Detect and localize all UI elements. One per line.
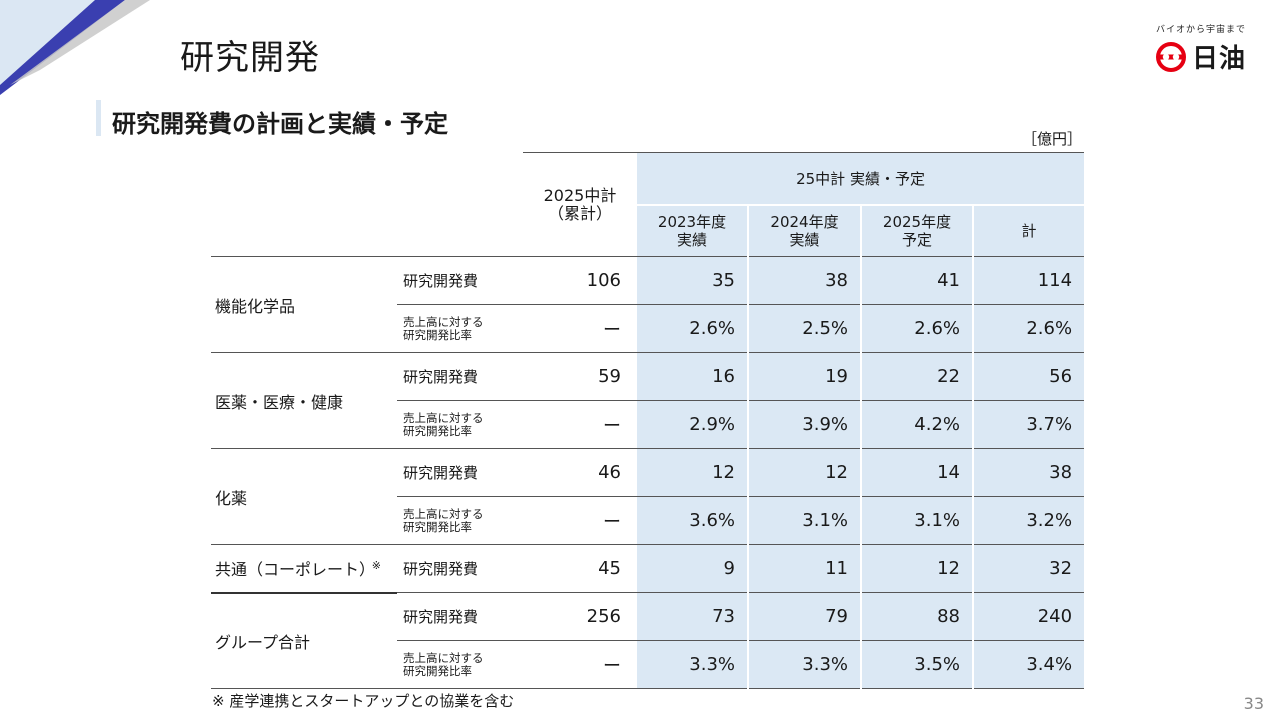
subheader-2025-label: 2025年度 予定 bbox=[882, 212, 952, 249]
metric-label: 研究開発費 bbox=[397, 544, 523, 593]
footnote: ※ 産学連携とスタートアップとの協業を含む bbox=[212, 692, 515, 710]
value-total: 3.7% bbox=[973, 400, 1085, 449]
value-2023: 3.6% bbox=[637, 496, 749, 545]
plan-header-label: 2025中計 （累計） bbox=[543, 185, 617, 223]
section-accent-bar bbox=[96, 100, 101, 136]
metric-label: 研究開発費 bbox=[397, 448, 523, 497]
value-2024: 19 bbox=[748, 352, 862, 401]
group-header: 25中計 実績・予定 bbox=[637, 152, 1085, 205]
segment-name: 機能化学品 bbox=[211, 256, 397, 353]
plan-value: 59 bbox=[523, 352, 637, 401]
value-total: 240 bbox=[973, 592, 1085, 641]
segment-name: グループ合計 bbox=[211, 591, 397, 689]
section-title: 研究開発費の計画と実績・予定 bbox=[112, 110, 448, 138]
subheader-total-label: 計 bbox=[1021, 221, 1037, 240]
subheader-total: 計 bbox=[973, 203, 1085, 257]
subheader-2024: 2024年度 実績 bbox=[748, 203, 862, 257]
metric-label: 研究開発費 bbox=[397, 256, 523, 305]
value-2025: 3.5% bbox=[861, 640, 974, 689]
metric-label: 研究開発費 bbox=[397, 592, 523, 641]
metric-label: 売上高に対する 研究開発比率 bbox=[397, 400, 523, 449]
value-2024: 3.9% bbox=[748, 400, 862, 449]
subheader-2023-label: 2023年度 実績 bbox=[657, 212, 727, 249]
subheader-2025: 2025年度 予定 bbox=[861, 203, 974, 257]
value-2023: 35 bbox=[637, 256, 749, 305]
metric-label: 売上高に対する 研究開発比率 bbox=[397, 496, 523, 545]
value-total: 3.2% bbox=[973, 496, 1085, 545]
unit-label: ［億円］ bbox=[1021, 130, 1082, 148]
value-2024: 79 bbox=[748, 592, 862, 641]
value-total: 32 bbox=[973, 544, 1085, 593]
segment-name: 化薬 bbox=[211, 448, 397, 545]
rd-expense-table: 2025中計 （累計） 25中計 実績・予定 2023年度 実績 2024年度 … bbox=[211, 152, 1085, 689]
page-number: 33 bbox=[1243, 694, 1264, 713]
company-logo: バイオから宇宙まで 日油 bbox=[1136, 22, 1246, 74]
value-total: 2.6% bbox=[973, 304, 1085, 353]
plan-value: 46 bbox=[523, 448, 637, 497]
value-2024: 12 bbox=[748, 448, 862, 497]
plan-value: 106 bbox=[523, 256, 637, 305]
value-2023: 2.9% bbox=[637, 400, 749, 449]
subheader-2024-label: 2024年度 実績 bbox=[770, 212, 839, 249]
metric-label: 売上高に対する 研究開発比率 bbox=[397, 640, 523, 689]
segment-name: 医薬・医療・健康 bbox=[211, 352, 397, 449]
value-2025: 4.2% bbox=[861, 400, 974, 449]
value-2023: 2.6% bbox=[637, 304, 749, 353]
value-2023: 73 bbox=[637, 592, 749, 641]
value-total: 114 bbox=[973, 256, 1085, 305]
value-2025: 14 bbox=[861, 448, 974, 497]
value-2024: 3.1% bbox=[748, 496, 862, 545]
value-2025: 12 bbox=[861, 544, 974, 593]
value-2024: 38 bbox=[748, 256, 862, 305]
segment-name: 共通（コーポレート） bbox=[215, 560, 376, 580]
value-2025: 22 bbox=[861, 352, 974, 401]
header-blank bbox=[211, 152, 523, 257]
subheader-2023: 2023年度 実績 bbox=[637, 203, 749, 257]
corner-decoration bbox=[0, 0, 150, 95]
value-2024: 2.5% bbox=[748, 304, 862, 353]
value-total: 56 bbox=[973, 352, 1085, 401]
page-title: 研究開発 bbox=[180, 38, 320, 78]
value-2024: 3.3% bbox=[748, 640, 862, 689]
nof-logo-mark-icon bbox=[1155, 41, 1186, 72]
value-total: 3.4% bbox=[973, 640, 1085, 689]
value-2023: 16 bbox=[637, 352, 749, 401]
plan-value: 256 bbox=[523, 592, 637, 641]
metric-label: 売上高に対する 研究開発比率 bbox=[397, 304, 523, 353]
value-2024: 11 bbox=[748, 544, 862, 593]
value-2025: 3.1% bbox=[861, 496, 974, 545]
value-2025: 41 bbox=[861, 256, 974, 305]
metric-label: 研究開発費 bbox=[397, 352, 523, 401]
value-2023: 3.3% bbox=[637, 640, 749, 689]
plan-value: 45 bbox=[523, 544, 637, 593]
plan-value: ー bbox=[523, 304, 637, 353]
plan-value: ー bbox=[523, 496, 637, 545]
plan-value: ー bbox=[523, 640, 637, 689]
value-2025: 2.6% bbox=[861, 304, 974, 353]
value-2025: 88 bbox=[861, 592, 974, 641]
plan-header: 2025中計 （累計） bbox=[523, 152, 637, 257]
plan-value: ー bbox=[523, 400, 637, 449]
value-total: 38 bbox=[973, 448, 1085, 497]
value-2023: 12 bbox=[637, 448, 749, 497]
value-2023: 9 bbox=[637, 544, 749, 593]
logo-tagline: バイオから宇宙まで bbox=[1155, 25, 1246, 35]
footnote-mark: ※ bbox=[371, 559, 381, 572]
logo-name: 日油 bbox=[1191, 44, 1246, 74]
segment-corporate: 共通（コーポレート） ※ bbox=[211, 544, 397, 593]
